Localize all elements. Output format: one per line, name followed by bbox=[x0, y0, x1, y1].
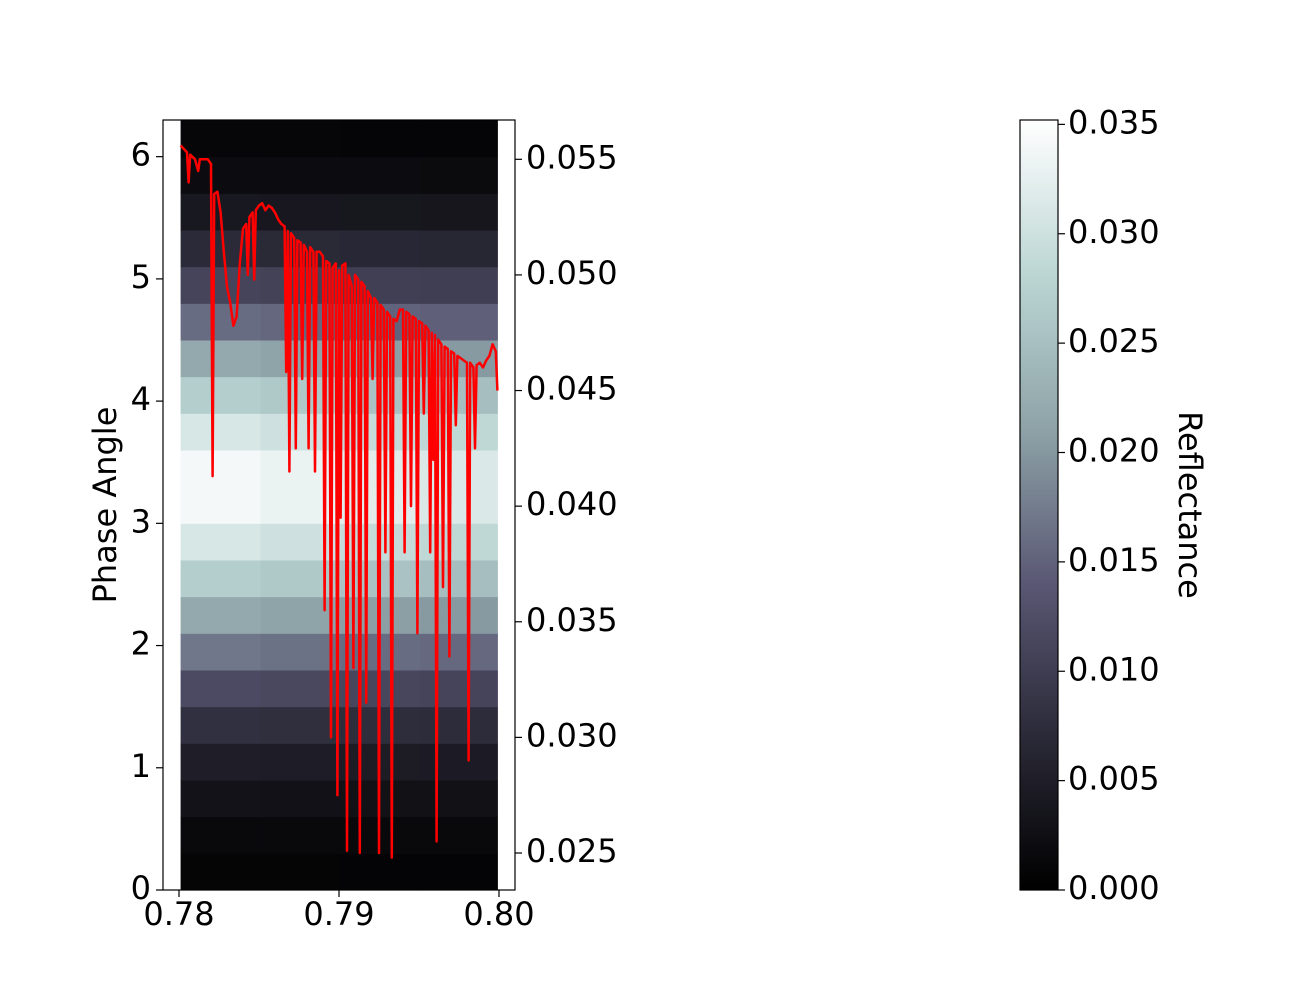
line bbox=[179, 144, 499, 859]
heatmap-cell bbox=[180, 340, 262, 378]
x-tick-label: 0.78 bbox=[143, 895, 214, 933]
y2-tick-label: 0.040 bbox=[526, 485, 618, 523]
colorbar-tick-label: 0.020 bbox=[1068, 432, 1160, 470]
y-tick-label: 0 bbox=[131, 869, 151, 907]
colorbar-tick-label: 0.030 bbox=[1068, 213, 1160, 251]
heatmap-cell bbox=[420, 633, 498, 671]
heatmap-cell bbox=[260, 413, 342, 451]
heatmap-cell bbox=[340, 743, 422, 781]
heatmap-cell bbox=[340, 670, 422, 708]
y-tick-label: 4 bbox=[131, 380, 151, 418]
heatmap-cell bbox=[340, 816, 422, 854]
x-tick-label: 0.79 bbox=[303, 895, 374, 933]
heatmap-cell bbox=[180, 486, 262, 524]
colorbar-tick-label: 0.000 bbox=[1068, 869, 1160, 907]
heatmap-cell bbox=[180, 633, 262, 671]
heatmap-cell bbox=[180, 156, 262, 194]
y2-tick-label: 0.055 bbox=[526, 138, 618, 176]
heatmap-cell bbox=[260, 120, 342, 158]
heatmap-cell bbox=[180, 853, 262, 891]
heatmap-cell bbox=[260, 523, 342, 561]
colorbar-label: Reflectance bbox=[1171, 411, 1209, 599]
heatmap-cell bbox=[180, 596, 262, 634]
heatmap-cell bbox=[340, 230, 422, 268]
heatmap-cell bbox=[420, 853, 498, 891]
y-axis-label: Phase Angle bbox=[86, 407, 124, 604]
heatmap-cell bbox=[420, 156, 498, 194]
heatmap-cell bbox=[260, 743, 342, 781]
heatmap-cell bbox=[260, 816, 342, 854]
y-tick-label: 3 bbox=[131, 502, 151, 540]
y2-tick-label: 0.035 bbox=[526, 601, 618, 639]
heatmap-cell bbox=[420, 486, 498, 524]
heatmap-cell bbox=[260, 853, 342, 891]
heatmap-cell bbox=[340, 780, 422, 818]
heatmap-cell bbox=[340, 120, 422, 158]
heatmap-cell bbox=[420, 303, 498, 341]
heatmap-cell bbox=[420, 120, 498, 158]
heatmap-cell bbox=[180, 303, 262, 341]
heatmap-cell bbox=[420, 266, 498, 304]
heatmap-cell bbox=[420, 743, 498, 781]
heatmap-cell bbox=[420, 523, 498, 561]
heatmap-cell bbox=[260, 450, 342, 488]
heatmap-cell bbox=[420, 230, 498, 268]
colorbar-tick-label: 0.010 bbox=[1068, 650, 1160, 688]
heatmap-cell bbox=[180, 376, 262, 414]
heatmap-cell bbox=[180, 780, 262, 818]
heatmap-cell bbox=[260, 633, 342, 671]
y2-tick-label: 0.025 bbox=[526, 832, 618, 870]
colorbar bbox=[1019, 119, 1059, 891]
colorbar-tick-label: 0.015 bbox=[1068, 541, 1160, 579]
heatmap-cell bbox=[180, 706, 262, 744]
heatmap-cell bbox=[260, 706, 342, 744]
heatmap-cell bbox=[420, 596, 498, 634]
y-tick-label: 5 bbox=[131, 258, 151, 296]
heatmap-cell bbox=[260, 560, 342, 598]
heatmap-cell bbox=[260, 193, 342, 231]
y-tick-label: 1 bbox=[131, 747, 151, 785]
colorbar-tick-label: 0.005 bbox=[1068, 760, 1160, 798]
heatmap-cell bbox=[420, 193, 498, 231]
heatmap-cell bbox=[180, 670, 262, 708]
heatmap-cell bbox=[420, 816, 498, 854]
heatmap-cell bbox=[260, 596, 342, 634]
y2-tick-label: 0.045 bbox=[526, 370, 618, 408]
heatmap-cell bbox=[340, 853, 422, 891]
colorbar-tick-label: 0.025 bbox=[1068, 322, 1160, 360]
heatmap-cell bbox=[420, 670, 498, 708]
heatmap-cell bbox=[180, 743, 262, 781]
x-tick-label: 0.80 bbox=[463, 895, 534, 933]
heatmap-cell bbox=[260, 376, 342, 414]
heatmap-cell bbox=[340, 193, 422, 231]
heatmap-cell bbox=[180, 120, 262, 158]
heatmap-cell bbox=[420, 780, 498, 818]
y2-tick-label: 0.030 bbox=[526, 716, 618, 754]
heatmap-cell bbox=[180, 413, 262, 451]
heatmap-cell bbox=[260, 486, 342, 524]
colorbar-tick-label: 0.035 bbox=[1068, 103, 1160, 141]
heatmap-cell bbox=[260, 780, 342, 818]
y2-tick-label: 0.050 bbox=[526, 254, 618, 292]
heatmap-cell bbox=[180, 560, 262, 598]
y-tick-label: 6 bbox=[131, 136, 151, 174]
heatmap-cell bbox=[180, 523, 262, 561]
heatmap-cell bbox=[180, 816, 262, 854]
heatmap-cell bbox=[340, 706, 422, 744]
heatmap-cell bbox=[260, 670, 342, 708]
heatmap-cell bbox=[420, 560, 498, 598]
heatmap-cell bbox=[340, 156, 422, 194]
heatmap-cell bbox=[260, 156, 342, 194]
y-tick-label: 2 bbox=[131, 625, 151, 663]
heatmap-cell bbox=[420, 706, 498, 744]
heatmap-cell bbox=[180, 450, 262, 488]
